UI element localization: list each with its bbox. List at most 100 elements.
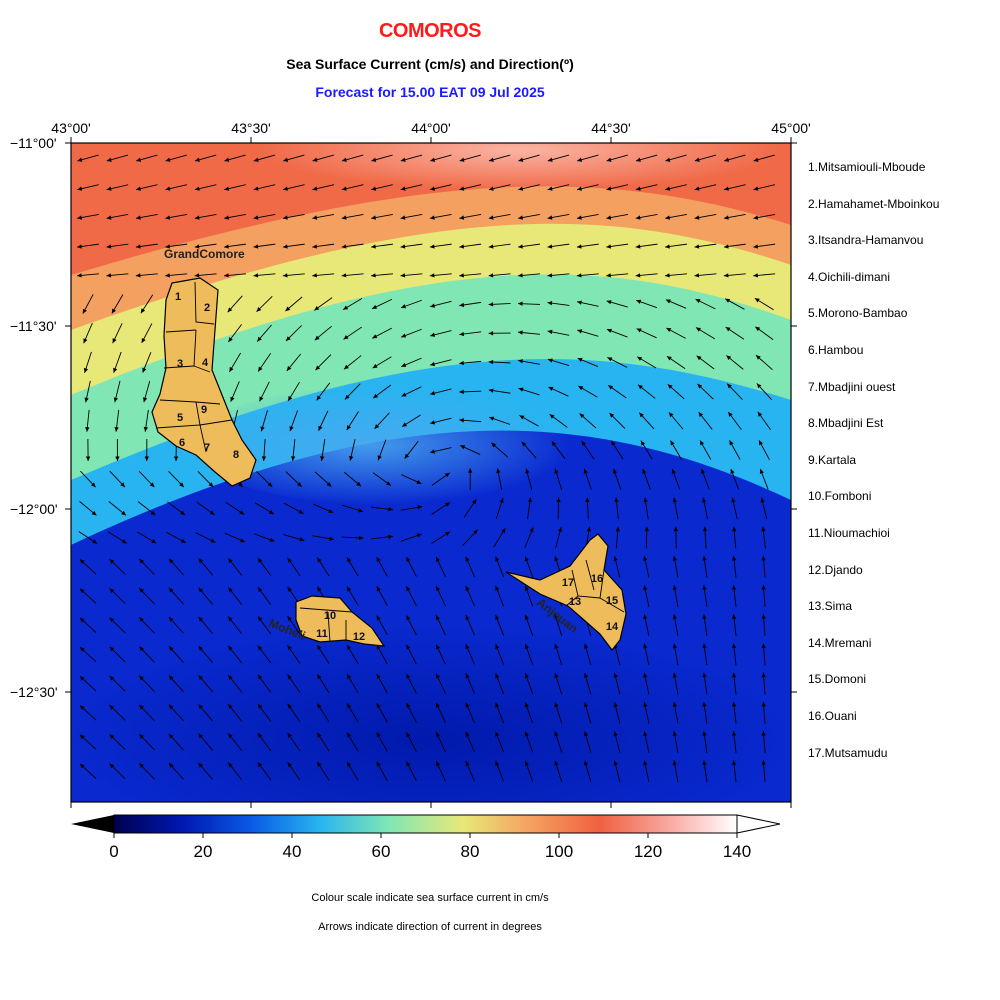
current-arrow: [465, 556, 475, 578]
current-arrow: [643, 585, 650, 607]
current-arrow: [312, 243, 335, 249]
current-arrow: [576, 184, 599, 191]
current-arrow: [77, 243, 99, 249]
current-arrow: [256, 324, 272, 342]
current-arrow: [282, 273, 305, 278]
forecast-time: Forecast for 15.00 EAT 09 Jul 2025: [315, 84, 545, 100]
colorbar-label-20: 20: [193, 842, 213, 861]
current-arrow: [287, 674, 301, 693]
current-arrow: [635, 243, 658, 249]
current-arrow: [79, 646, 97, 663]
current-arrow: [287, 761, 301, 781]
current-arrow: [371, 534, 393, 540]
district-legend-item: 4.Oichili-dimani: [808, 269, 891, 284]
current-arrow: [723, 184, 746, 191]
current-arrow: [672, 701, 679, 724]
map-subtitle: Sea Surface Current (cm/s) and Direction…: [286, 56, 574, 72]
current-arrow: [106, 213, 129, 220]
current-arrow: [459, 360, 482, 366]
current-arrow: [111, 294, 124, 314]
current-arrow: [316, 674, 330, 694]
current-arrow: [643, 701, 650, 724]
current-arrow: [113, 351, 122, 373]
current-arrow: [401, 386, 422, 397]
current-arrow: [643, 760, 650, 783]
current-arrow: [488, 331, 511, 336]
current-arrow: [727, 411, 742, 430]
current-arrow: [138, 733, 155, 751]
current-arrow: [495, 585, 505, 607]
current-arrow: [635, 184, 658, 191]
current-arrow: [253, 213, 276, 220]
current-arrow: [320, 439, 326, 461]
current-arrow: [637, 384, 656, 399]
current-arrow: [726, 355, 744, 370]
current-arrow: [135, 184, 158, 191]
current-arrow: [106, 184, 129, 191]
current-arrow: [282, 213, 305, 220]
current-arrow: [429, 447, 452, 454]
current-arrow: [753, 213, 776, 220]
current-arrow: [430, 300, 452, 308]
current-arrow: [491, 442, 509, 458]
current-arrow: [702, 672, 708, 695]
current-arrow: [435, 556, 446, 577]
current-arrow: [429, 273, 452, 278]
district-number-13: 13: [569, 596, 581, 608]
current-arrow: [143, 409, 149, 432]
current-arrow: [583, 702, 592, 724]
current-arrow: [525, 468, 533, 490]
current-arrow: [165, 213, 188, 220]
current-arrow: [289, 410, 299, 432]
current-arrow: [585, 497, 590, 520]
current-arrow: [253, 184, 276, 191]
current-arrow: [581, 440, 595, 460]
current-arrow: [79, 559, 97, 575]
current-arrow: [694, 273, 717, 278]
current-arrow: [488, 184, 511, 191]
current-arrow: [135, 273, 158, 278]
current-arrow: [606, 243, 629, 249]
current-arrow: [761, 672, 766, 695]
anjouan-island: [505, 533, 627, 651]
current-arrow: [227, 587, 243, 605]
current-arrow: [224, 154, 246, 162]
current-arrow: [731, 555, 737, 578]
current-arrow: [524, 702, 534, 724]
current-arrow: [115, 438, 120, 462]
current-arrow: [642, 468, 651, 490]
current-arrow: [109, 704, 126, 721]
current-arrow: [82, 294, 94, 314]
current-arrow: [698, 411, 713, 430]
current-arrow: [316, 761, 330, 781]
current-arrow: [694, 213, 717, 220]
current-arrow: [259, 381, 270, 402]
current-arrow: [518, 154, 540, 162]
current-arrow: [613, 731, 621, 753]
district-legend-item: 15.Domoni: [808, 672, 867, 687]
grand-comore-island: [151, 277, 257, 487]
current-arrow: [79, 501, 97, 516]
current-arrow: [672, 497, 679, 520]
colorbar-label-140: 140: [722, 842, 752, 861]
current-arrow: [346, 644, 359, 665]
current-arrow: [257, 645, 272, 664]
current-arrow: [583, 672, 592, 695]
current-arrow: [696, 355, 715, 370]
current-arrow: [112, 323, 123, 344]
current-arrow: [429, 184, 452, 191]
current-arrow: [138, 558, 155, 576]
current-arrow: [79, 734, 97, 750]
current-arrow: [665, 299, 687, 309]
current-arrow: [460, 444, 481, 456]
current-arrow: [731, 497, 738, 520]
current-arrow: [465, 673, 475, 694]
current-arrow: [702, 555, 708, 578]
current-arrow: [198, 645, 214, 664]
current-arrow: [547, 184, 570, 191]
current-arrow: [376, 761, 388, 782]
district-number-3: 3: [177, 358, 183, 370]
current-arrow: [554, 614, 563, 636]
current-arrow: [168, 616, 184, 634]
current-arrow: [495, 731, 505, 753]
